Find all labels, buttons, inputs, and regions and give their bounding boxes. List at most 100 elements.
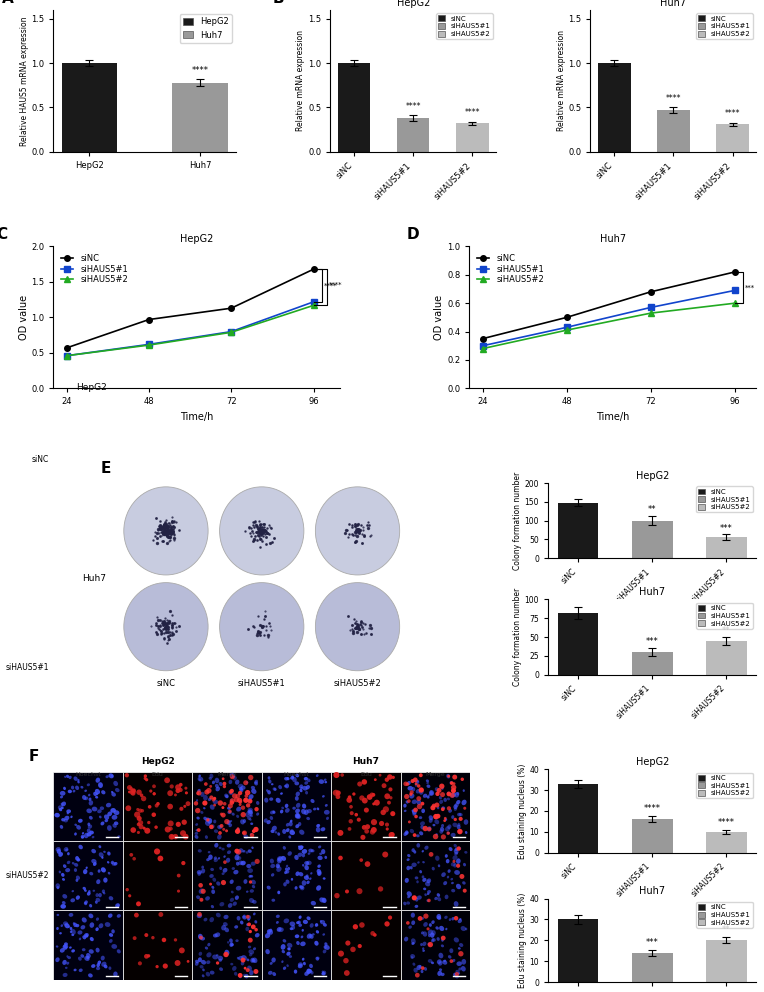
Line: siNC: siNC	[63, 267, 316, 351]
Ellipse shape	[185, 792, 188, 795]
Ellipse shape	[238, 973, 242, 978]
Ellipse shape	[297, 852, 303, 857]
Ellipse shape	[105, 819, 108, 822]
Ellipse shape	[422, 949, 425, 952]
Ellipse shape	[386, 827, 389, 830]
Ellipse shape	[422, 931, 427, 936]
Ellipse shape	[251, 880, 256, 885]
Ellipse shape	[209, 785, 212, 788]
Ellipse shape	[207, 820, 211, 823]
Ellipse shape	[216, 913, 221, 918]
Ellipse shape	[299, 789, 303, 793]
Ellipse shape	[169, 834, 174, 839]
Ellipse shape	[323, 945, 327, 949]
Ellipse shape	[199, 883, 203, 888]
Ellipse shape	[242, 916, 247, 920]
Ellipse shape	[286, 777, 290, 781]
Ellipse shape	[60, 948, 65, 952]
Ellipse shape	[302, 929, 304, 931]
Text: Huh7: Huh7	[352, 757, 380, 766]
Ellipse shape	[230, 963, 233, 965]
Ellipse shape	[264, 798, 268, 803]
Ellipse shape	[303, 920, 308, 925]
Ellipse shape	[219, 958, 222, 962]
Ellipse shape	[86, 955, 89, 959]
siHAUS5#2	[646, 308, 656, 319]
Ellipse shape	[198, 957, 202, 962]
Ellipse shape	[251, 786, 255, 790]
Ellipse shape	[68, 926, 70, 928]
Ellipse shape	[60, 803, 63, 806]
Ellipse shape	[415, 905, 418, 908]
Text: ****: ****	[324, 283, 338, 289]
Ellipse shape	[233, 870, 238, 874]
Ellipse shape	[428, 941, 433, 947]
Ellipse shape	[324, 809, 330, 814]
Ellipse shape	[381, 784, 387, 788]
Ellipse shape	[458, 951, 464, 956]
Ellipse shape	[252, 829, 256, 833]
Ellipse shape	[406, 902, 410, 905]
Ellipse shape	[61, 806, 63, 809]
Ellipse shape	[280, 809, 283, 813]
Ellipse shape	[241, 961, 244, 965]
Ellipse shape	[412, 895, 417, 901]
Ellipse shape	[238, 791, 242, 796]
Ellipse shape	[77, 781, 79, 784]
Ellipse shape	[285, 868, 288, 871]
Ellipse shape	[206, 788, 212, 794]
Ellipse shape	[316, 957, 319, 960]
Bar	[173, 82, 228, 152]
Ellipse shape	[243, 819, 246, 823]
Ellipse shape	[213, 797, 216, 801]
Ellipse shape	[86, 867, 88, 869]
Ellipse shape	[125, 773, 129, 778]
Ellipse shape	[75, 856, 79, 861]
Ellipse shape	[67, 956, 71, 959]
Text: ****: ****	[718, 817, 735, 826]
Ellipse shape	[413, 962, 416, 966]
Ellipse shape	[75, 786, 79, 790]
Bar	[558, 613, 598, 675]
Ellipse shape	[385, 822, 389, 826]
Ellipse shape	[236, 886, 241, 891]
Ellipse shape	[73, 968, 76, 971]
Y-axis label: Colony formation number: Colony formation number	[513, 471, 522, 569]
Ellipse shape	[303, 962, 306, 965]
Ellipse shape	[88, 794, 90, 797]
Ellipse shape	[97, 809, 102, 813]
Ellipse shape	[447, 806, 451, 810]
Ellipse shape	[70, 927, 73, 930]
Ellipse shape	[350, 811, 354, 815]
Ellipse shape	[231, 867, 235, 870]
Ellipse shape	[452, 815, 455, 819]
Ellipse shape	[451, 793, 456, 798]
Ellipse shape	[455, 852, 458, 855]
Ellipse shape	[111, 791, 114, 794]
Y-axis label: Edu staining nucleus (%): Edu staining nucleus (%)	[517, 763, 526, 859]
Ellipse shape	[313, 807, 316, 810]
Ellipse shape	[361, 835, 365, 840]
Ellipse shape	[127, 785, 132, 790]
Ellipse shape	[322, 877, 325, 880]
Ellipse shape	[89, 798, 92, 801]
Ellipse shape	[459, 812, 463, 816]
Ellipse shape	[438, 864, 440, 867]
Ellipse shape	[424, 894, 427, 896]
Ellipse shape	[350, 946, 356, 952]
Ellipse shape	[216, 954, 219, 956]
Ellipse shape	[180, 830, 186, 836]
Ellipse shape	[179, 947, 185, 953]
Ellipse shape	[422, 941, 426, 946]
Ellipse shape	[136, 902, 141, 907]
Ellipse shape	[448, 919, 452, 922]
Ellipse shape	[456, 800, 461, 805]
Bar	[262, 911, 331, 980]
Ellipse shape	[215, 932, 220, 937]
Ellipse shape	[89, 830, 94, 834]
Ellipse shape	[358, 782, 362, 787]
Ellipse shape	[115, 788, 120, 793]
Ellipse shape	[428, 942, 431, 946]
Text: siHAUS5#1: siHAUS5#1	[6, 663, 50, 672]
siHAUS5#1	[646, 302, 656, 313]
